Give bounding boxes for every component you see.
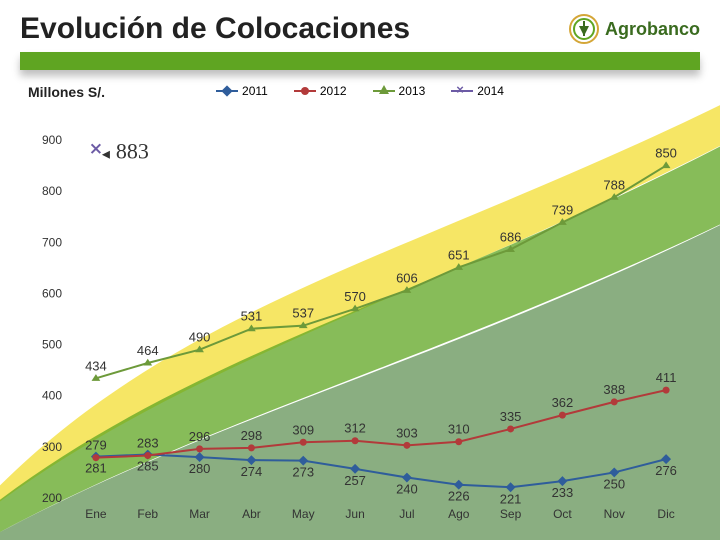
- data-marker: [662, 161, 671, 168]
- value-label: 274: [241, 464, 263, 479]
- agrobanco-icon: [569, 14, 599, 44]
- value-label: 335: [500, 409, 522, 424]
- x-tick-label: Nov: [604, 507, 625, 521]
- legend-label: 2014: [477, 84, 504, 98]
- value-label: 257: [344, 473, 366, 488]
- y-tick-label: 500: [42, 338, 62, 352]
- value-label: 273: [292, 465, 314, 480]
- data-marker: [611, 398, 618, 405]
- x-tick-label: Abr: [242, 507, 261, 521]
- x-tick-label: Oct: [553, 507, 572, 521]
- chart-legend: 2011 2012 2013 2014: [0, 84, 720, 98]
- series-line: [96, 390, 666, 458]
- legend-marker-icon: [294, 90, 316, 92]
- legend-item: 2011: [216, 84, 268, 98]
- series-line: [96, 455, 666, 488]
- data-marker: [663, 387, 670, 394]
- x-tick-label: Jul: [399, 507, 414, 521]
- value-label: 279: [85, 438, 107, 453]
- y-tick-label: 200: [42, 491, 62, 505]
- value-label: 537: [292, 306, 314, 321]
- y-tick-label: 700: [42, 235, 62, 249]
- page-title: Evolución de Colocaciones: [20, 12, 410, 46]
- data-marker: [507, 425, 514, 432]
- data-marker: [196, 445, 203, 452]
- value-label: 240: [396, 482, 418, 497]
- value-label: 739: [552, 202, 574, 217]
- value-label: 434: [85, 358, 107, 373]
- data-marker: [455, 438, 462, 445]
- value-label: 283: [137, 436, 159, 451]
- y-tick-label: 400: [42, 389, 62, 403]
- data-marker: [144, 452, 151, 459]
- value-label: 490: [189, 330, 211, 345]
- value-label: 226: [448, 489, 470, 504]
- value-label: 250: [603, 476, 625, 491]
- value-label: 686: [500, 229, 522, 244]
- header-accent-bar: [20, 52, 700, 70]
- value-label: 298: [241, 428, 263, 443]
- annotation-pointer-icon: [102, 151, 110, 159]
- x-tick-label: May: [292, 507, 315, 521]
- x-tick-label: Ago: [448, 507, 470, 521]
- data-marker: [403, 442, 410, 449]
- legend-marker-icon: [373, 90, 395, 92]
- x-tick-label: Dic: [657, 507, 674, 521]
- value-label: 285: [137, 459, 159, 474]
- value-label: 850: [655, 146, 677, 161]
- y-tick-label: 300: [42, 440, 62, 454]
- legend-label: 2013: [399, 84, 426, 98]
- y-tick-label: 600: [42, 286, 62, 300]
- data-marker: [300, 439, 307, 446]
- data-marker: [92, 144, 101, 153]
- legend-item: 2012: [294, 84, 347, 98]
- data-marker: [92, 454, 99, 461]
- legend-item: 2014: [451, 84, 504, 98]
- value-label: 281: [85, 461, 107, 476]
- value-label: 606: [396, 270, 418, 285]
- x-tick-label: Mar: [189, 507, 210, 521]
- x-tick-label: Jun: [345, 507, 364, 521]
- annotation-2014: 883: [116, 139, 149, 164]
- x-tick-label: Ene: [85, 507, 107, 521]
- value-label: 309: [292, 422, 314, 437]
- x-tick-label: Feb: [137, 507, 158, 521]
- value-label: 276: [655, 463, 677, 478]
- value-label: 362: [552, 395, 574, 410]
- x-tick-label: Sep: [500, 507, 522, 521]
- value-label: 464: [137, 343, 159, 358]
- value-label: 388: [603, 382, 625, 397]
- legend-label: 2012: [320, 84, 347, 98]
- value-label: 570: [344, 289, 366, 304]
- value-label: 651: [448, 247, 470, 262]
- header: Evolución de Colocaciones Agrobanco: [0, 0, 720, 50]
- y-tick-label: 800: [42, 184, 62, 198]
- value-label: 280: [189, 461, 211, 476]
- line-chart: 900 800 700 600 500 400 300 200 Ene Feb Mar Abr May J…: [28, 132, 702, 524]
- value-label: 411: [656, 370, 677, 385]
- value-label: 296: [189, 429, 211, 444]
- brand-logo: Agrobanco: [569, 14, 700, 44]
- brand-name: Agrobanco: [605, 19, 700, 40]
- value-label: 788: [603, 177, 625, 192]
- legend-marker-icon: [451, 90, 473, 92]
- legend-label: 2011: [242, 84, 268, 98]
- value-label: 233: [552, 485, 574, 500]
- data-marker: [559, 412, 566, 419]
- value-label: 221: [500, 491, 522, 506]
- value-label: 303: [396, 425, 418, 440]
- series-line: [96, 166, 666, 379]
- data-marker: [248, 444, 255, 451]
- legend-item: 2013: [373, 84, 426, 98]
- value-label: 310: [448, 422, 470, 437]
- value-label: 312: [344, 421, 366, 436]
- data-marker: [352, 437, 359, 444]
- legend-marker-icon: [216, 90, 238, 92]
- value-label: 531: [241, 309, 263, 324]
- y-tick-label: 900: [42, 133, 62, 147]
